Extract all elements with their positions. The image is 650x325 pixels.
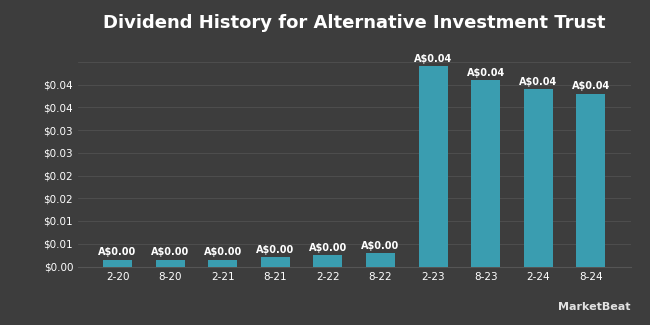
Bar	[366, 253, 395, 266]
Text: A$0.04: A$0.04	[519, 77, 558, 87]
Bar	[103, 260, 132, 266]
Text: A$0.00: A$0.00	[256, 245, 294, 255]
Bar	[208, 260, 237, 266]
Text: A$0.00: A$0.00	[151, 247, 189, 257]
Text: A$0.00: A$0.00	[98, 247, 136, 257]
Text: A$0.04: A$0.04	[467, 68, 505, 78]
Text: A$0.04: A$0.04	[572, 81, 610, 91]
Text: A$0.00: A$0.00	[309, 243, 347, 253]
Bar	[156, 260, 185, 266]
Bar	[261, 257, 290, 266]
Text: A$0.04: A$0.04	[414, 54, 452, 64]
Bar	[471, 80, 500, 266]
Text: MarketBeat: MarketBeat	[558, 302, 630, 312]
Bar	[577, 94, 605, 266]
Bar	[313, 255, 343, 266]
Bar	[419, 66, 448, 266]
Title: Dividend History for Alternative Investment Trust: Dividend History for Alternative Investm…	[103, 14, 606, 32]
Text: A$0.00: A$0.00	[361, 240, 400, 251]
Text: A$0.00: A$0.00	[203, 247, 242, 257]
Bar	[524, 89, 552, 266]
